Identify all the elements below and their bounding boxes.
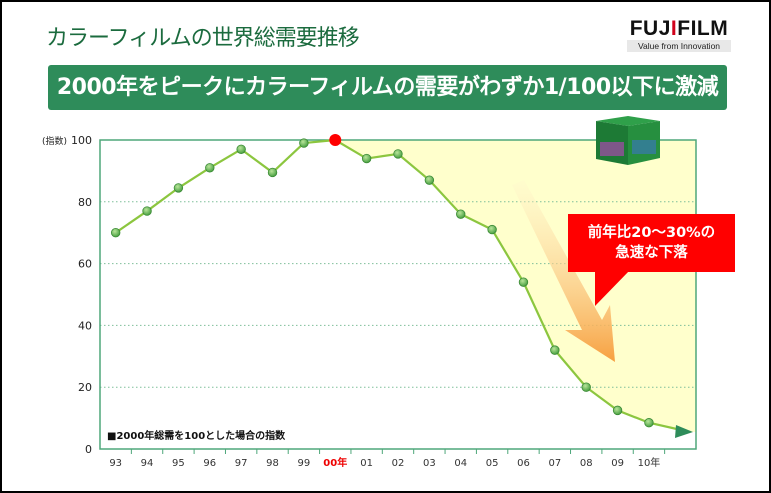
x-tick-label: 95 xyxy=(172,458,185,469)
x-tick-label: 98 xyxy=(266,458,279,469)
chart-annotation: ■2000年総需を100とした場合の指数 xyxy=(107,431,286,442)
callout-line2: 急速な下落 xyxy=(615,245,688,261)
x-tick-label: 02 xyxy=(392,458,405,469)
data-point xyxy=(236,144,246,154)
data-point xyxy=(173,183,184,193)
data-point xyxy=(299,138,309,148)
decline-callout: 前年比20～30%の 急速な下落 xyxy=(568,214,735,272)
x-tick-label: 93 xyxy=(109,458,122,469)
x-tick-label: 99 xyxy=(298,458,311,469)
callout-pointer xyxy=(595,270,630,306)
fujifilm-logo: FUJIFILM Value from Innovation xyxy=(627,18,731,54)
decline-area xyxy=(335,140,696,433)
headline-banner: 2000年をピークにカラーフィルムの需要がわずか1/100以下に激減 xyxy=(48,65,727,110)
y-tick-label: 20 xyxy=(78,381,92,394)
data-point xyxy=(487,224,497,235)
data-point xyxy=(518,277,529,287)
x-tick-label: 04 xyxy=(454,458,467,469)
film-box-icon xyxy=(596,116,660,165)
y-tick-label: 80 xyxy=(78,196,92,209)
x-tick-label: 97 xyxy=(235,458,248,469)
trend-arrowhead xyxy=(675,425,693,439)
x-tick-label: 09 xyxy=(611,458,624,469)
x-tick-label: 01 xyxy=(360,458,373,469)
x-tick-label: 96 xyxy=(203,458,216,469)
data-point xyxy=(205,163,215,173)
data-point xyxy=(361,153,372,164)
box-rainbow xyxy=(632,140,656,154)
y-axis-label: (指数) xyxy=(42,135,67,147)
data-point xyxy=(456,209,466,219)
data-point xyxy=(550,345,560,355)
y-tick-label: 0 xyxy=(85,443,92,456)
data-point xyxy=(424,175,435,185)
data-point xyxy=(393,149,403,159)
y-tick-label: 60 xyxy=(78,258,92,271)
data-point xyxy=(612,405,623,416)
data-point xyxy=(644,418,654,428)
decline-arrow xyxy=(512,180,615,362)
x-tick-label: 94 xyxy=(141,458,154,469)
data-point xyxy=(142,206,152,216)
slide-title: カラーフィルムの世界総需要推移 xyxy=(46,26,360,51)
peak-marker xyxy=(329,134,342,146)
box-rainbow xyxy=(600,142,624,156)
y-tick-label: 100 xyxy=(71,134,92,147)
x-tick-label: 06 xyxy=(517,458,530,469)
x-tick-label: 08 xyxy=(580,458,593,469)
plot-border xyxy=(99,139,697,450)
data-point xyxy=(267,167,278,178)
logo-tagline: Value from Innovation xyxy=(627,40,731,52)
callout-line1: 前年比20～30%の xyxy=(587,225,716,241)
x-tick-label: 03 xyxy=(423,458,436,469)
data-point xyxy=(110,227,121,238)
x-tick-label: 05 xyxy=(486,458,499,469)
x-tick-label: 10年 xyxy=(638,456,661,469)
x-tick-label: 07 xyxy=(548,458,561,469)
data-point xyxy=(581,382,591,392)
x-tick-label: 00年 xyxy=(323,456,347,469)
y-tick-label: 40 xyxy=(78,319,92,332)
